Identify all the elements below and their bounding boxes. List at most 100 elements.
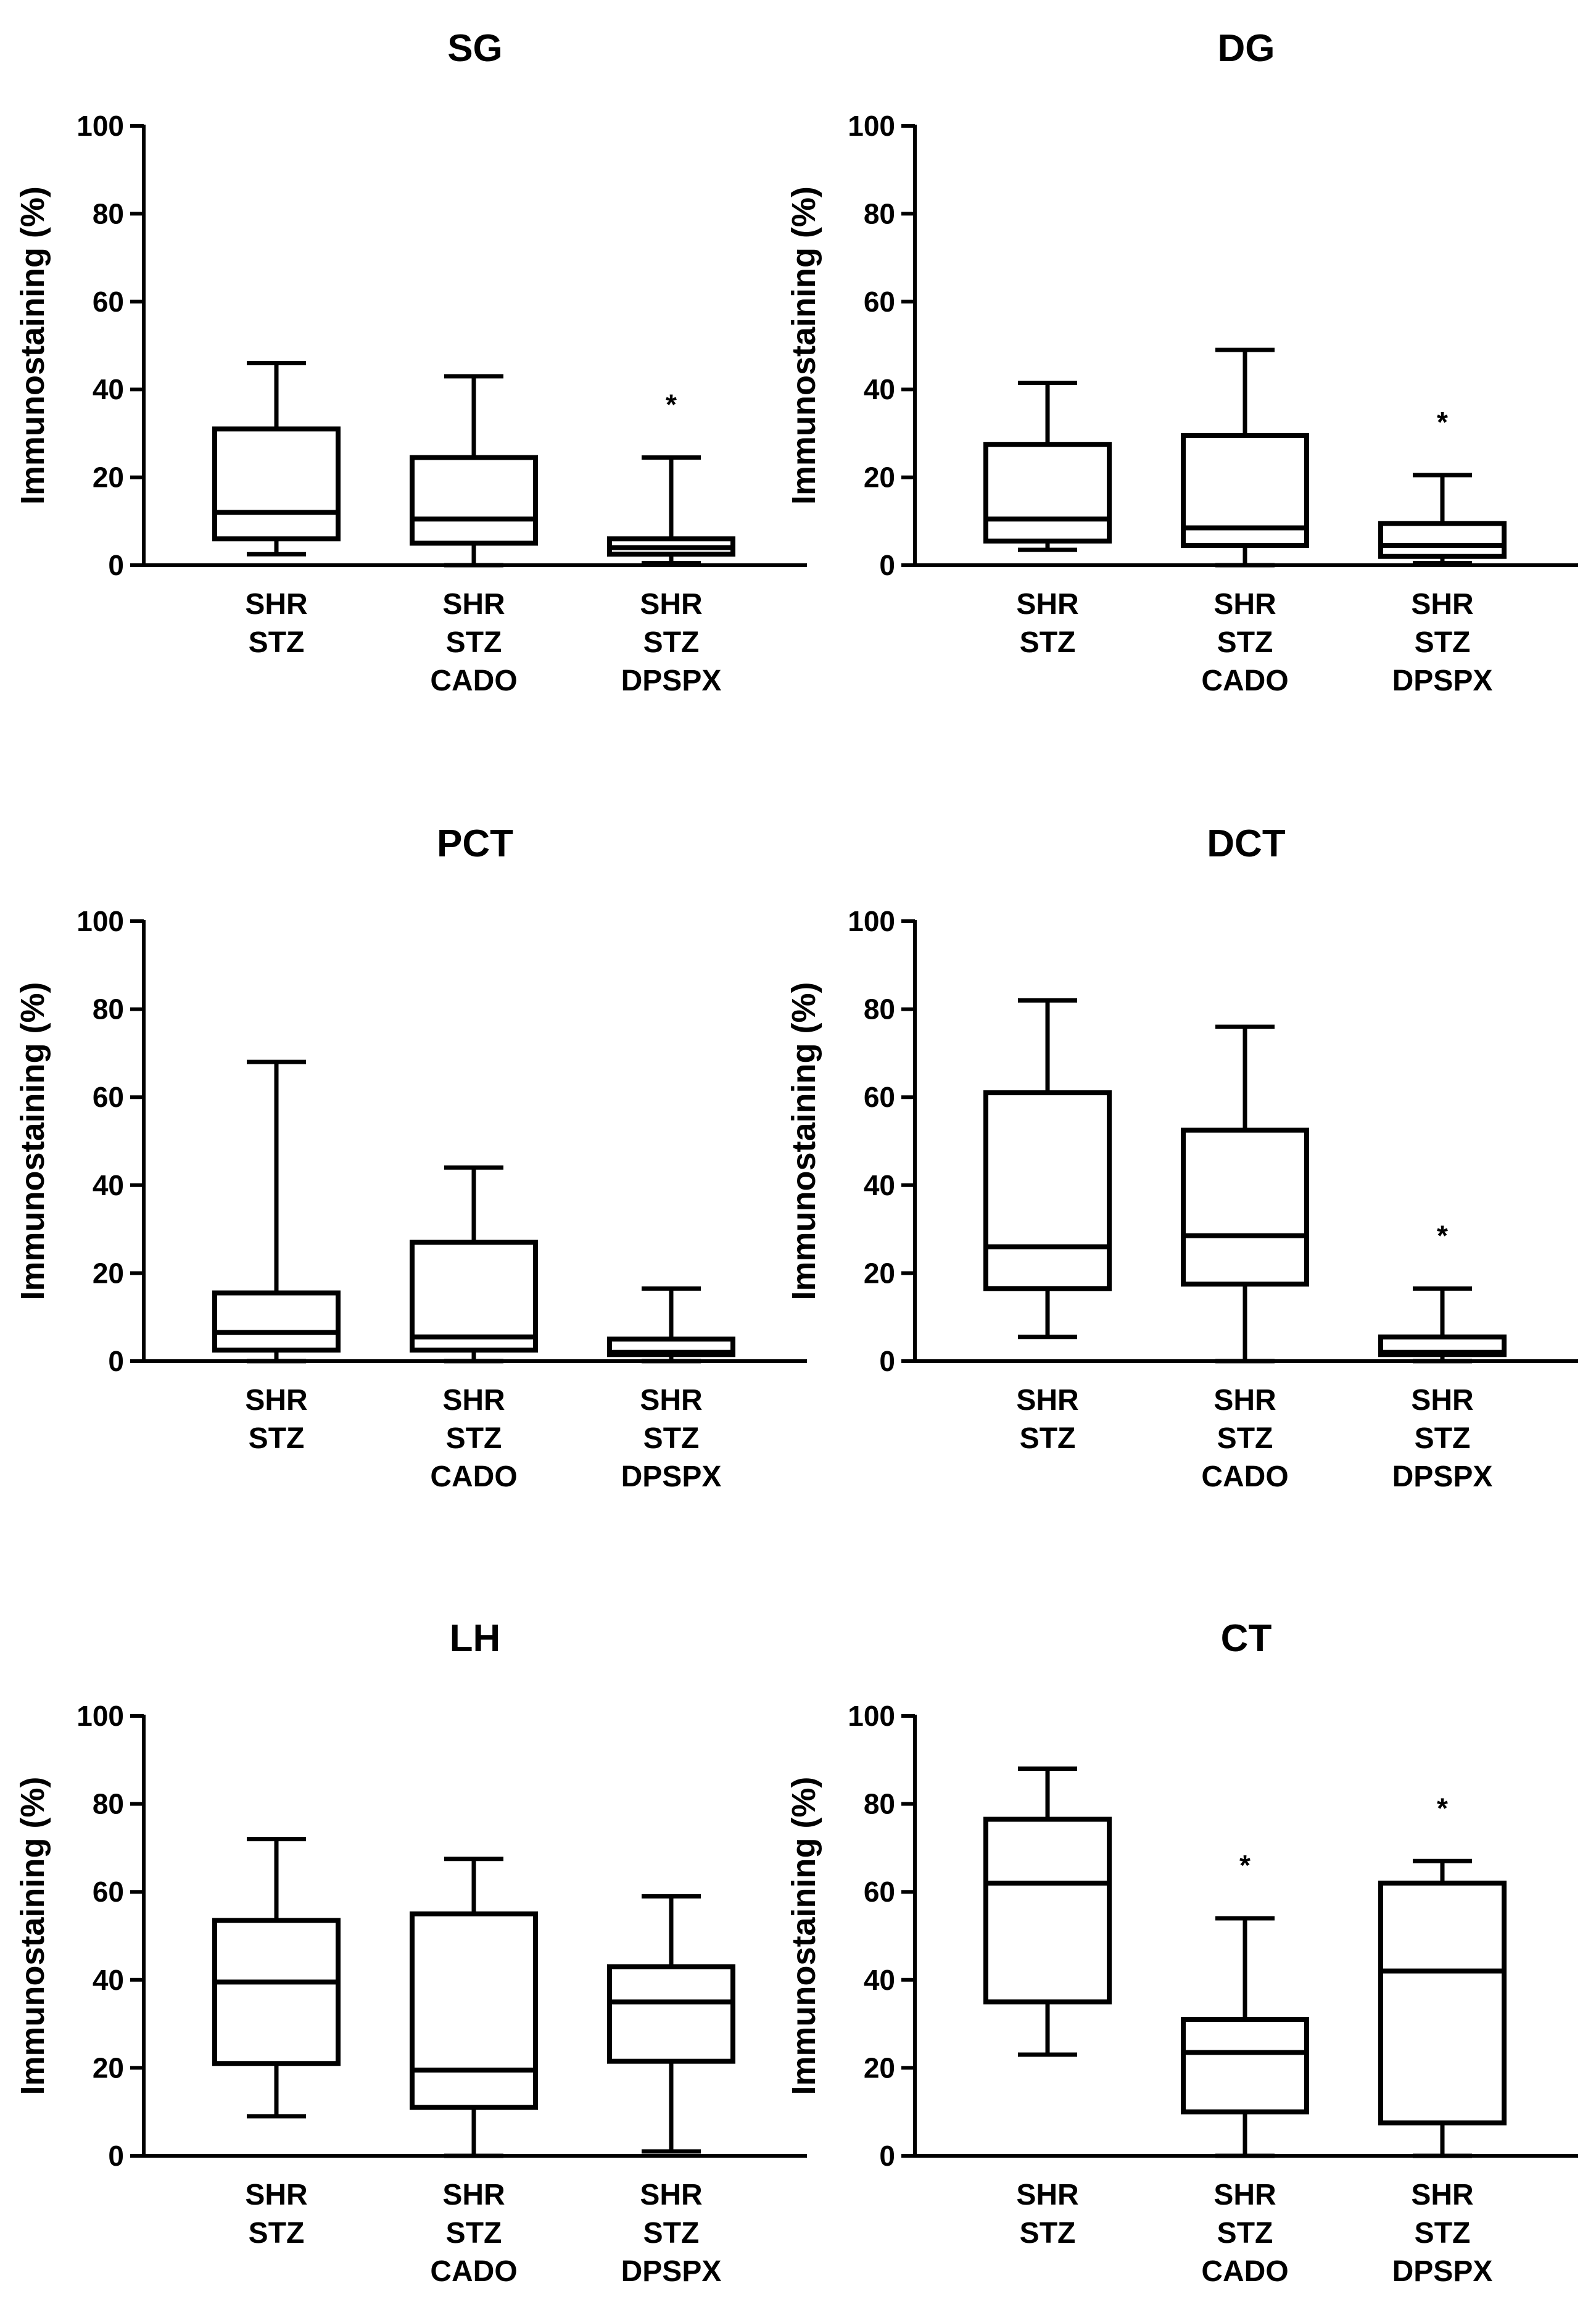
category-label: SHR — [1411, 588, 1473, 621]
panel-dct: DCT 0 20 40 60 80 100 Immunostaining (%) SHR STZ S… — [785, 822, 1578, 1493]
box-iqr — [983, 442, 1112, 544]
category-label: SHR — [1214, 1384, 1276, 1417]
y-tick-label: 100 — [76, 1700, 124, 1732]
category-label: STZ — [643, 2217, 700, 2250]
category-label: STZ — [1020, 1422, 1076, 1455]
category-label: SHR — [640, 588, 702, 621]
y-tick-label: 40 — [864, 1169, 895, 1201]
box-iqr — [1181, 1127, 1309, 1287]
panel-title: SG — [447, 27, 503, 70]
panel-lh: LH 0 20 40 60 80 100 Immunostaining (%) SHR STZ SH… — [14, 1617, 807, 2288]
box-1 — [983, 998, 1112, 1340]
category-label: STZ — [446, 626, 502, 659]
box-3: * — [1378, 406, 1507, 565]
box-iqr — [410, 1240, 538, 1353]
category-label: STZ — [446, 2217, 502, 2250]
y-tick-label: 20 — [93, 2052, 124, 2084]
category-label: SHR — [1411, 1384, 1473, 1417]
y-tick-label: 20 — [93, 462, 124, 494]
y-tick-label: 80 — [93, 197, 124, 230]
category-label: SHR — [1016, 588, 1078, 621]
y-tick-label: 0 — [108, 1345, 124, 1377]
category-label: SHR — [442, 1384, 505, 1417]
box-iqr — [212, 1918, 341, 2066]
box-iqr — [983, 1090, 1112, 1291]
y-tick-label: 80 — [864, 1788, 895, 1820]
panel-sg: SG 0 20 40 60 80 100 Immunostaining (%) SHR STZ SH… — [14, 27, 807, 697]
y-tick-label: 0 — [108, 549, 124, 581]
y-tick-label: 60 — [93, 1876, 124, 1908]
y-tick-label: 100 — [848, 1700, 895, 1732]
y-tick-label: 20 — [864, 1257, 895, 1289]
box-1 — [212, 1059, 341, 1364]
category-label: STZ — [1217, 626, 1273, 659]
y-tick-label: 80 — [864, 197, 895, 230]
category-label: SHR — [442, 588, 505, 621]
box-3 — [607, 1286, 735, 1364]
box-iqr — [1378, 1880, 1507, 2126]
y-tick-label: 0 — [879, 2140, 895, 2172]
category-label: DPSPX — [621, 665, 722, 697]
box-2 — [410, 1857, 538, 2158]
category-label: SHR — [640, 1384, 702, 1417]
panel-title: LH — [450, 1617, 501, 1660]
category-label: SHR — [442, 2179, 505, 2211]
category-label: SHR — [1016, 1384, 1078, 1417]
y-tick-label: 40 — [93, 1169, 124, 1201]
category-label: STZ — [1217, 2217, 1273, 2250]
y-tick-label: 60 — [864, 1876, 895, 1908]
y-tick-label: 0 — [879, 1345, 895, 1377]
category-label: CADO — [1201, 1460, 1288, 1493]
category-label: CADO — [1201, 2255, 1288, 2288]
category-label: DPSPX — [1392, 1460, 1493, 1493]
y-tick-label: 60 — [864, 1081, 895, 1113]
significance-marker: * — [1437, 406, 1448, 438]
category-label: SHR — [640, 2179, 702, 2211]
y-axis-label: Immunostaining (%) — [14, 186, 51, 505]
category-label: STZ — [249, 2217, 305, 2250]
category-label: SHR — [1016, 2179, 1078, 2211]
category-label: CADO — [430, 665, 517, 697]
category-label: SHR — [1214, 2179, 1276, 2211]
y-tick-label: 100 — [848, 905, 895, 937]
box-2: * — [1181, 1849, 1309, 2158]
category-label: STZ — [1020, 626, 1076, 659]
category-label: SHR — [245, 1384, 307, 1417]
box-1 — [983, 381, 1112, 552]
significance-marker: * — [1437, 1792, 1448, 1824]
y-axis-label: Immunostaining (%) — [785, 982, 822, 1301]
box-1 — [983, 1766, 1112, 2057]
category-label: DPSPX — [621, 2255, 722, 2288]
box-iqr — [607, 1964, 735, 2064]
category-label: DPSPX — [1392, 2255, 1493, 2288]
box-1 — [212, 360, 341, 557]
y-axis-label: Immunostaining (%) — [14, 982, 51, 1301]
category-label: STZ — [1415, 626, 1471, 659]
y-tick-label: 40 — [93, 1964, 124, 1996]
y-tick-label: 80 — [864, 993, 895, 1025]
panel-title: DG — [1218, 27, 1275, 70]
box-iqr — [212, 1290, 341, 1353]
category-label: STZ — [643, 626, 700, 659]
y-tick-label: 80 — [93, 993, 124, 1025]
significance-marker: * — [1437, 1219, 1448, 1251]
panel-title: PCT — [437, 822, 513, 865]
box-1 — [212, 1837, 341, 2119]
category-label: STZ — [249, 1422, 305, 1455]
y-tick-label: 20 — [93, 1257, 124, 1289]
y-tick-label: 100 — [76, 905, 124, 937]
category-label: STZ — [1415, 1422, 1471, 1455]
box-iqr — [1181, 2016, 1309, 2114]
y-tick-label: 60 — [93, 286, 124, 318]
y-axis-label: Immunostaining (%) — [785, 186, 822, 505]
y-tick-label: 40 — [864, 1964, 895, 1996]
box-2 — [1181, 1024, 1309, 1364]
box-3: * — [1378, 1219, 1507, 1364]
box-iqr — [1378, 521, 1507, 559]
category-label: STZ — [446, 1422, 502, 1455]
box-iqr — [212, 426, 341, 542]
box-2 — [1181, 347, 1309, 568]
box-2 — [410, 1165, 538, 1364]
y-tick-label: 100 — [848, 110, 895, 142]
panel-ct: CT 0 20 40 60 80 100 Immunostaining (%) SHR STZ * S… — [785, 1617, 1578, 2288]
